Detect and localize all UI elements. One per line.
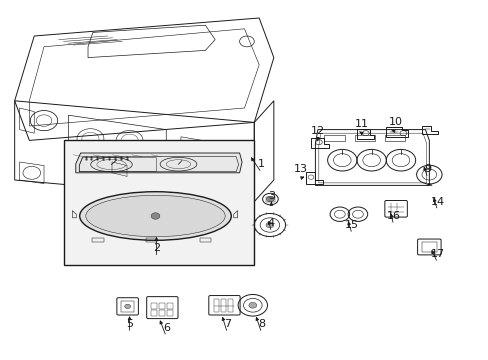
Bar xyxy=(384,135,405,141)
Text: 16: 16 xyxy=(386,211,400,221)
Ellipse shape xyxy=(80,192,231,240)
Polygon shape xyxy=(426,183,431,185)
Text: 15: 15 xyxy=(345,220,358,230)
Bar xyxy=(145,238,157,242)
Bar xyxy=(213,299,218,312)
Text: 9: 9 xyxy=(424,164,430,174)
Ellipse shape xyxy=(86,195,224,237)
Text: 10: 10 xyxy=(388,117,402,127)
Bar xyxy=(166,303,173,309)
Text: 17: 17 xyxy=(430,249,444,259)
Bar xyxy=(421,242,436,252)
Bar xyxy=(354,135,374,141)
Circle shape xyxy=(265,222,273,228)
Text: 7: 7 xyxy=(224,319,230,329)
Bar xyxy=(199,238,211,242)
Text: 5: 5 xyxy=(126,319,133,329)
FancyBboxPatch shape xyxy=(63,140,254,265)
Polygon shape xyxy=(76,153,242,173)
Bar xyxy=(228,299,233,312)
Bar xyxy=(159,310,165,316)
Bar xyxy=(324,135,344,141)
Circle shape xyxy=(266,196,274,202)
Text: 6: 6 xyxy=(163,323,169,333)
Bar xyxy=(265,197,275,202)
Circle shape xyxy=(124,304,130,309)
Text: 1: 1 xyxy=(258,159,264,169)
Bar xyxy=(159,303,165,309)
Bar xyxy=(221,299,225,312)
Bar xyxy=(151,310,157,316)
Text: 13: 13 xyxy=(293,164,307,174)
Text: 3: 3 xyxy=(267,191,274,201)
Text: 11: 11 xyxy=(354,119,368,129)
Circle shape xyxy=(248,302,256,308)
Text: 2: 2 xyxy=(153,243,160,253)
Bar xyxy=(151,303,157,309)
Bar xyxy=(166,310,173,316)
Circle shape xyxy=(151,213,160,219)
Bar xyxy=(92,238,103,242)
Text: 8: 8 xyxy=(258,319,264,329)
Bar xyxy=(121,301,134,312)
Text: 12: 12 xyxy=(310,126,324,136)
Text: 14: 14 xyxy=(430,197,444,207)
Text: 4: 4 xyxy=(267,218,274,228)
